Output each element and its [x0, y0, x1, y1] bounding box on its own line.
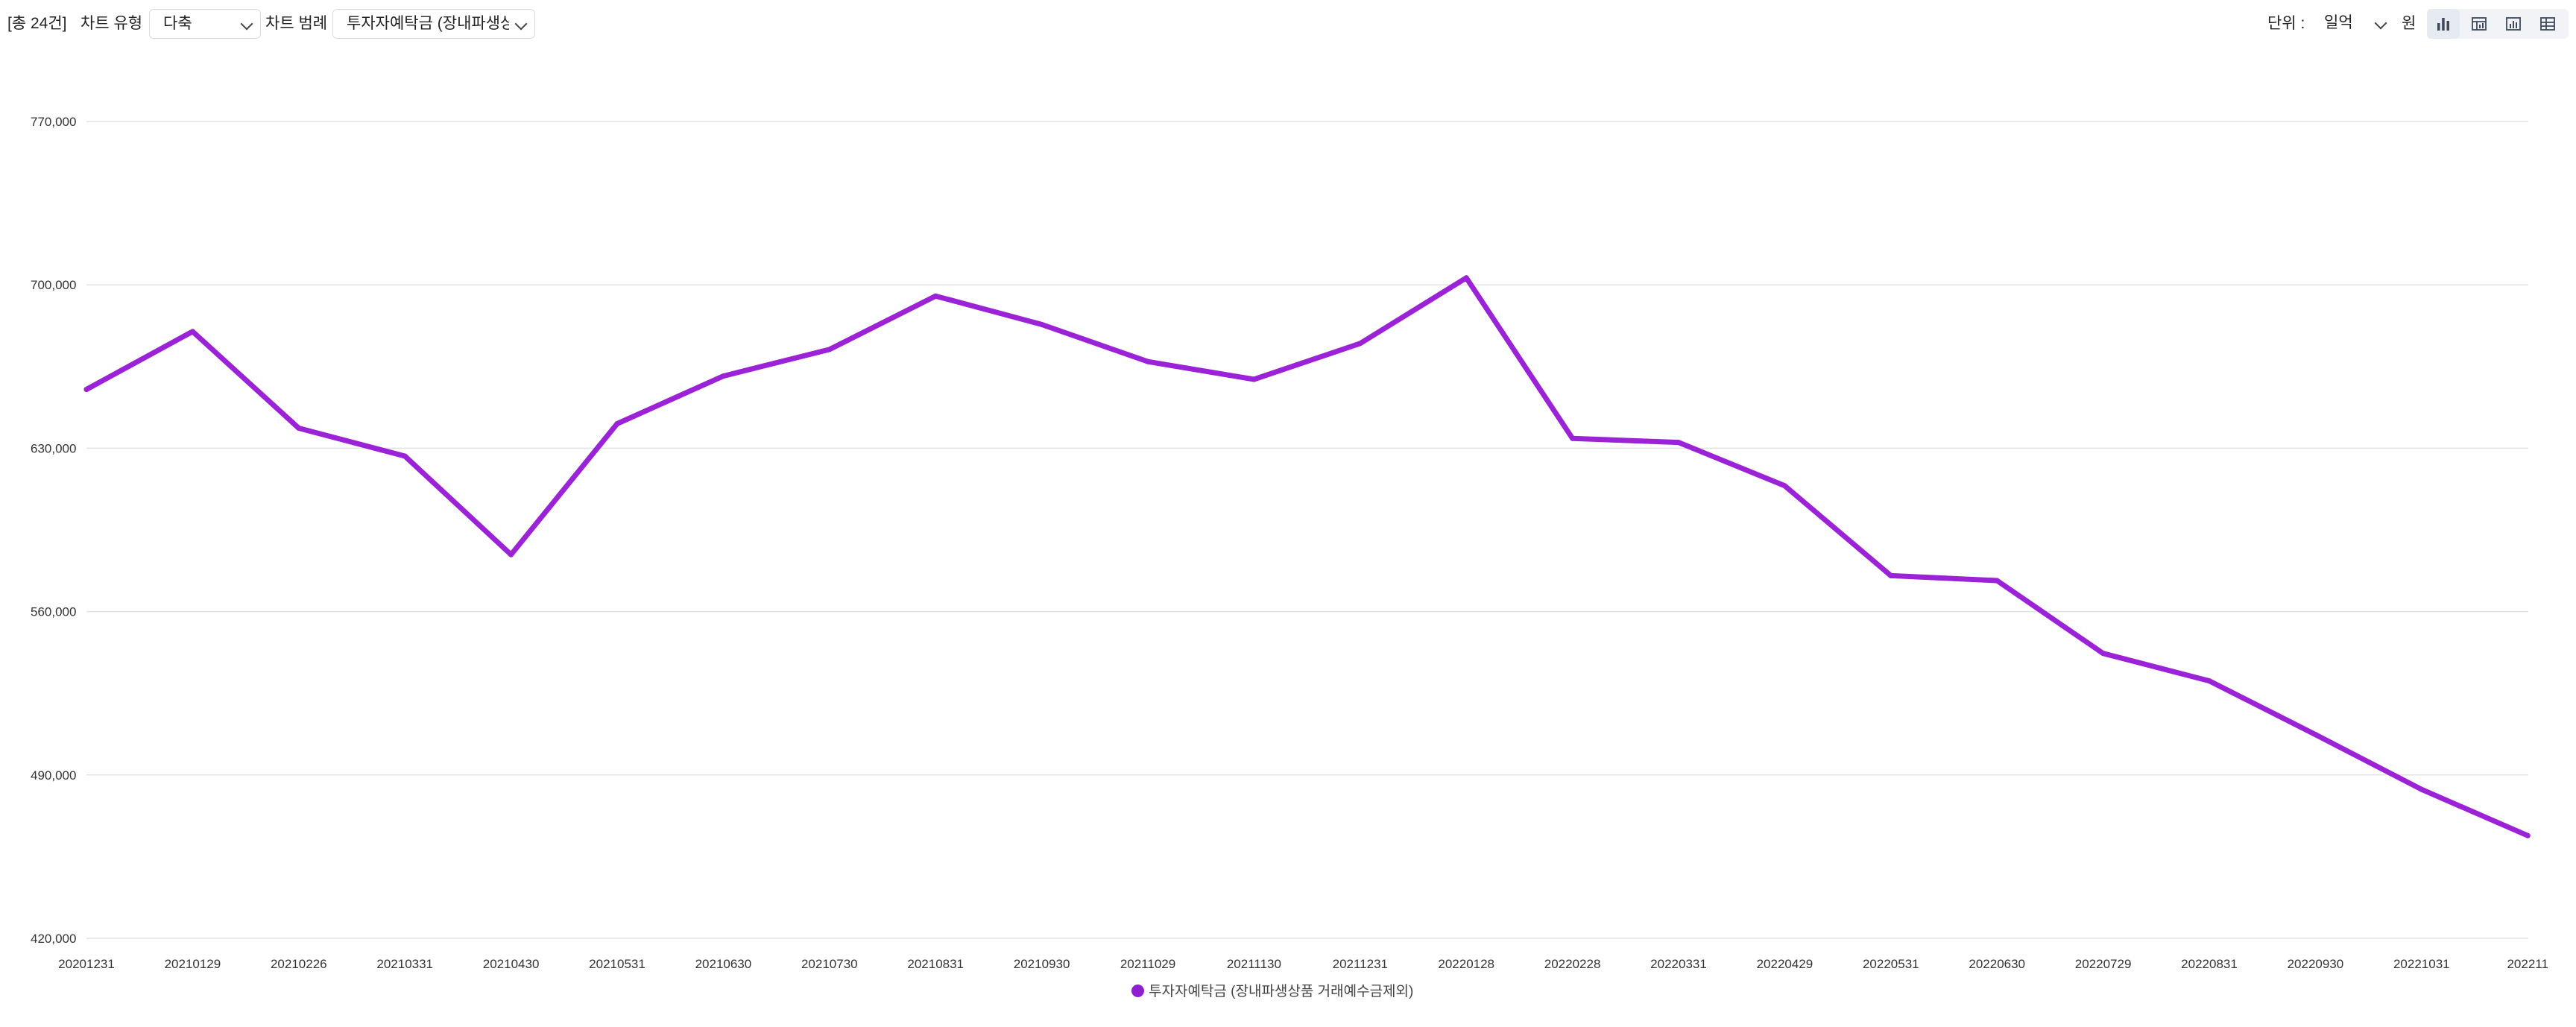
- x-tick-label: 20201231: [58, 957, 115, 971]
- x-tick-label: 20210630: [695, 957, 752, 971]
- x-tick-label: 20220128: [1438, 957, 1494, 971]
- data-point[interactable]: [614, 421, 620, 427]
- x-tick-label: 20210430: [483, 957, 540, 971]
- chevron-down-icon: [2374, 16, 2387, 30]
- x-tick-label: 20210331: [376, 957, 433, 971]
- data-point[interactable]: [83, 386, 89, 392]
- data-point[interactable]: [1145, 358, 1151, 364]
- unit-suffix: 원: [2402, 15, 2416, 32]
- x-tick-label: 20210129: [165, 957, 221, 971]
- table-icon: [2540, 17, 2555, 31]
- grid-lines: [86, 121, 2528, 939]
- x-axis-ticks: 20201231 20210129 20210226 20210331 20210430…: [58, 957, 2548, 971]
- table-chart-icon: [2472, 17, 2487, 31]
- chart-type-value: 다축: [163, 15, 192, 32]
- data-point[interactable]: [189, 329, 195, 335]
- x-tick-label: 20220228: [1544, 957, 1601, 971]
- data-point[interactable]: [1888, 572, 1894, 578]
- x-tick-label: 20211130: [1227, 957, 1281, 971]
- x-tick-label: 20220531: [1863, 957, 1919, 971]
- data-point[interactable]: [1463, 275, 1469, 281]
- x-tick-label: 20220429: [1757, 957, 1813, 971]
- x-tick-label: 20220630: [1969, 957, 2025, 971]
- data-point[interactable]: [2206, 678, 2212, 684]
- chart-type-select[interactable]: 다축: [149, 9, 261, 39]
- x-tick-label: 20220729: [2075, 957, 2132, 971]
- data-point[interactable]: [720, 373, 726, 379]
- legend-dot-icon: [1131, 985, 1144, 997]
- view-chart-button[interactable]: [2427, 9, 2460, 39]
- x-tick-label: 20210930: [1014, 957, 1070, 971]
- data-point[interactable]: [1994, 578, 2000, 584]
- chart-type-label: 차트 유형: [80, 15, 143, 32]
- data-point[interactable]: [1357, 341, 1363, 347]
- series-line[interactable]: [83, 275, 2531, 838]
- data-point[interactable]: [2419, 786, 2425, 792]
- data-point[interactable]: [1570, 435, 1576, 441]
- chevron-down-icon: [240, 17, 253, 31]
- chart-legend[interactable]: 투자자예탁금 (장내파생상품 거래예수금제외): [1131, 981, 1413, 1003]
- chart-legend-value: 투자자예탁금 (장내파생상품 거래예수금제외): [347, 15, 509, 32]
- x-tick-label: 20210730: [801, 957, 858, 971]
- x-tick-label: 20220831: [2181, 957, 2238, 971]
- x-tick-label: 20211231: [1333, 957, 1388, 971]
- y-axis-ticks: 420,000 490,000 560,000 630,000 700,000 770,0…: [31, 115, 76, 946]
- total-count: [총 24건]: [7, 15, 67, 32]
- y-tick-label: 490,000: [31, 768, 76, 783]
- data-point[interactable]: [2100, 651, 2106, 657]
- view-mode-group: [2427, 9, 2569, 39]
- bar-chart-icon: [2437, 18, 2449, 31]
- data-point[interactable]: [2525, 832, 2531, 838]
- y-tick-label: 420,000: [31, 932, 76, 946]
- x-tick-label: 20220331: [1650, 957, 1707, 971]
- chart-table-icon: [2506, 17, 2521, 31]
- y-tick-label: 630,000: [31, 441, 76, 455]
- chart-legend-label: 차트 범례: [265, 15, 328, 32]
- data-point[interactable]: [508, 552, 514, 557]
- view-table-button[interactable]: [2531, 9, 2564, 39]
- unit-value: 일억: [2324, 14, 2353, 31]
- data-point[interactable]: [1781, 483, 1787, 489]
- chart-legend-select[interactable]: 투자자예탁금 (장내파생상품 거래예수금제외): [332, 9, 535, 39]
- x-tick-label: 20220930: [2288, 957, 2344, 971]
- data-point[interactable]: [827, 347, 833, 353]
- x-tick-label: 20210531: [589, 957, 645, 971]
- series-layer: [83, 275, 2531, 838]
- y-tick-label: 700,000: [31, 278, 76, 292]
- data-point[interactable]: [296, 425, 302, 431]
- line-chart: 420,000 490,000 560,000 630,000 700,000 770,0…: [31, 115, 2548, 971]
- data-point[interactable]: [402, 453, 408, 459]
- x-tick-label: 202211: [2507, 957, 2548, 971]
- x-tick-label: 20210831: [907, 957, 964, 971]
- data-point[interactable]: [932, 293, 938, 299]
- view-chart-table-button[interactable]: [2497, 9, 2530, 39]
- y-tick-label: 560,000: [31, 605, 76, 619]
- x-tick-label: 20221031: [2393, 957, 2450, 971]
- chart-toolbar: [총 24건] 차트 유형 다축 차트 범례 투자자예탁금 (장내파생상품 거래…: [0, 0, 2576, 49]
- unit-label: 단위 :: [2267, 15, 2305, 32]
- x-tick-label: 20211029: [1120, 957, 1175, 971]
- x-tick-label: 20210226: [271, 957, 327, 971]
- legend-label: 투자자예탁금 (장내파생상품 거래예수금제외): [1149, 984, 1414, 999]
- unit-select[interactable]: 일억: [2311, 9, 2394, 39]
- data-point[interactable]: [1039, 321, 1045, 327]
- data-point[interactable]: [2312, 732, 2318, 738]
- chevron-down-icon: [514, 17, 528, 31]
- data-point[interactable]: [1676, 440, 1682, 446]
- view-table-chart-button[interactable]: [2463, 9, 2496, 39]
- data-point[interactable]: [1251, 376, 1257, 382]
- y-tick-label: 770,000: [31, 115, 76, 129]
